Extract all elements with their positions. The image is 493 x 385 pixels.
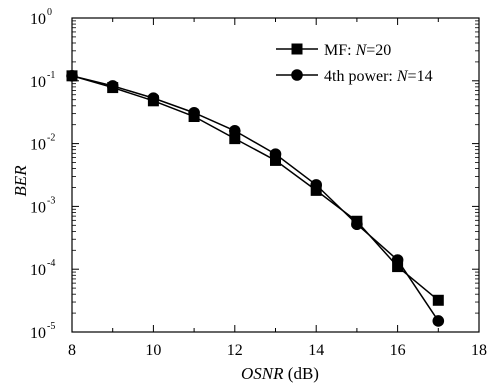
- series-mf: [66, 70, 444, 306]
- data-point-4th-power: [106, 80, 119, 92]
- data-point-4th-power: [432, 315, 445, 327]
- y-tick-label: 10: [30, 262, 46, 279]
- x-axis-label: OSNR (dB): [241, 364, 319, 383]
- legend-label-4th-power-var: N: [396, 68, 409, 85]
- x-tick-label: 10: [145, 342, 161, 359]
- data-point-4th-power: [147, 92, 160, 104]
- x-axis-label-unit: (dB): [284, 364, 319, 383]
- y-tick-label: 10: [30, 11, 46, 28]
- data-point-4th-power: [391, 254, 404, 266]
- plot-frame: [71, 17, 480, 333]
- y-tick-label: 10: [30, 199, 46, 216]
- y-tick-label-exponent: -2: [47, 133, 55, 144]
- data-point-4th-power: [269, 148, 282, 160]
- legend: MF: N=20 4th power: N=14: [276, 42, 433, 85]
- series-line-mf: [71, 75, 439, 301]
- x-axis-label-var: OSNR: [241, 364, 284, 383]
- series-layer: [66, 70, 445, 327]
- data-point-4th-power: [351, 218, 363, 231]
- data-point-4th-power: [310, 179, 323, 191]
- data-point-mf: [270, 154, 281, 166]
- x-tick-label: 16: [390, 342, 406, 359]
- series-line-4th-power: [71, 75, 439, 322]
- data-point-4th-power: [188, 106, 200, 119]
- y-tick-label-exponent: -1: [47, 70, 55, 81]
- y-tick-label: 10: [30, 325, 46, 342]
- legend-label-4th-power: 4th power: N=14: [324, 68, 433, 85]
- x-tick-label: 18: [471, 342, 487, 359]
- y-tick-label: 10: [30, 74, 46, 91]
- legend-marker-4th-power: [291, 69, 303, 81]
- x-tick-label: 14: [308, 342, 324, 359]
- legend-label-mf: MF: N=20: [324, 42, 391, 59]
- legend-label-4th-power-suffix: =14: [408, 68, 433, 85]
- y-tick-label-exponent: -4: [47, 258, 55, 269]
- data-point-4th-power: [229, 124, 241, 137]
- y-tick-label-exponent: 0: [47, 7, 52, 18]
- data-point-4th-power: [66, 70, 78, 82]
- y-tick-label: 10: [30, 137, 46, 154]
- y-axis-label: BER: [11, 165, 30, 197]
- legend-label-4th-power-prefix: 4th power:: [324, 68, 397, 85]
- series-4th-power: [66, 70, 445, 327]
- legend-label-mf-var: N: [355, 42, 368, 59]
- y-tick-label-exponent: -3: [47, 195, 55, 206]
- legend-marker-mf: [291, 43, 303, 55]
- x-tick-label: 12: [227, 342, 243, 359]
- legend-label-mf-suffix: =20: [366, 42, 391, 59]
- x-tick-label: 8: [68, 342, 76, 359]
- data-point-mf: [432, 294, 444, 306]
- data-point-mf: [392, 261, 404, 273]
- data-point-mf: [229, 133, 241, 145]
- y-tick-label-exponent: -5: [47, 321, 55, 332]
- legend-label-mf-prefix: MF:: [324, 42, 356, 59]
